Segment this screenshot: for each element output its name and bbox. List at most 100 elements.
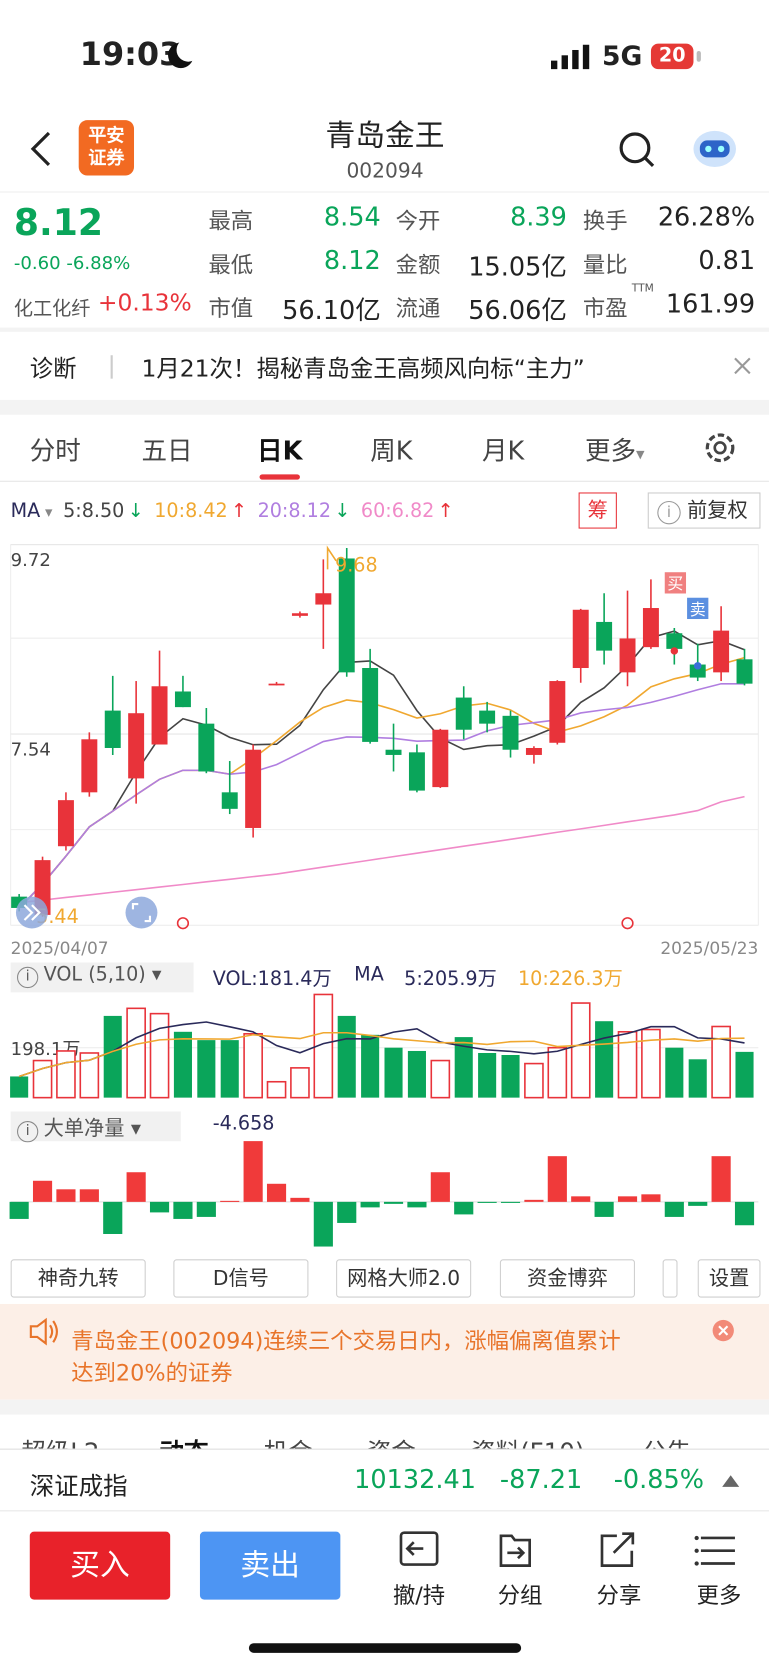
tool-cut[interactable] <box>662 1259 678 1298</box>
big-label: i 大单净量 ▾ <box>17 1113 141 1143</box>
volume-bar <box>430 1059 451 1099</box>
big-order-bar <box>79 1189 99 1202</box>
vol-label: i VOL (5,10) ▾ <box>17 964 161 989</box>
subtab[interactable]: 资料(F10) <box>471 1432 584 1449</box>
news-text[interactable]: 1月21次！揭秘青岛金王高频风向标“主力” <box>141 356 585 383</box>
alert-close[interactable] <box>712 1319 735 1342</box>
chips-btn[interactable]: 筹 <box>578 492 617 529</box>
subtab[interactable]: 公告 <box>642 1432 691 1449</box>
subtab[interactable]: 超级L2 <box>21 1432 99 1449</box>
adjust-btn[interactable]: i 前复权 <box>647 492 761 529</box>
expand[interactable] <box>721 1473 740 1488</box>
search[interactable] <box>617 130 657 170</box>
volume-bar <box>478 1052 497 1098</box>
subtab[interactable]: 动态 <box>160 1432 209 1449</box>
stat-value: 8.12 <box>323 245 381 276</box>
gear[interactable] <box>702 430 738 466</box>
index-name: 深证成指 <box>29 1473 128 1501</box>
event-marker <box>621 917 634 930</box>
tool[interactable]: D信号 <box>173 1259 309 1298</box>
close[interactable] <box>733 356 752 375</box>
ma-line <box>18 630 745 909</box>
max-label: 9.68 <box>335 553 378 576</box>
tab[interactable]: 日K <box>257 436 303 466</box>
tab[interactable]: 更多▾ <box>584 436 645 466</box>
volume-bar <box>79 1052 100 1099</box>
big-order-bar <box>524 1199 544 1202</box>
volume-bar <box>524 1062 544 1099</box>
gap <box>0 399 769 415</box>
volume-bar <box>220 1040 239 1098</box>
big-order-bar <box>173 1201 193 1219</box>
tab[interactable]: 分时 <box>29 436 81 466</box>
volume-ma <box>18 1031 745 1078</box>
signal <box>550 44 590 70</box>
divider <box>0 1448 769 1450</box>
sector-pct: +0.13% <box>97 290 192 317</box>
vol-value: VOL:181.4万 <box>212 967 332 991</box>
candle-body <box>198 723 215 772</box>
stat-value: 15.05亿 <box>468 252 567 282</box>
stat-label: 量比 <box>582 252 628 278</box>
candle-body <box>479 710 496 724</box>
buy[interactable]: 买入 <box>29 1531 171 1600</box>
sell[interactable]: 卖出 <box>199 1531 341 1600</box>
volume-bar <box>665 1047 684 1098</box>
candle-body <box>338 558 355 673</box>
action[interactable]: 更多 <box>696 1582 742 1609</box>
big-order-bar <box>243 1141 263 1202</box>
tab-underline <box>259 474 300 480</box>
action[interactable]: 分享 <box>596 1582 642 1609</box>
volume-bar <box>384 1047 403 1098</box>
tab[interactable]: 周K <box>370 436 413 466</box>
big-order-bar <box>454 1201 474 1215</box>
y-tick-label: 9.72 <box>11 550 51 571</box>
action[interactable]: 分组 <box>497 1582 543 1609</box>
tab[interactable]: 月K <box>481 436 525 466</box>
ma-line <box>18 656 745 909</box>
action[interactable]: 撤/持 <box>392 1582 446 1609</box>
change: -0.60 -6.88% <box>14 253 131 274</box>
subtab[interactable]: 资金 <box>367 1432 416 1449</box>
candle-body <box>291 613 308 616</box>
volume-bar <box>10 1076 29 1098</box>
robot[interactable] <box>689 126 740 173</box>
tool[interactable]: 网格大师2.0 <box>336 1259 472 1298</box>
ma60-line <box>19 795 745 904</box>
tool[interactable]: 资金博弈 <box>499 1259 635 1298</box>
candle-body <box>666 633 683 649</box>
volume-bar <box>547 1046 568 1099</box>
big-order-bar <box>196 1201 216 1217</box>
big-order-bar <box>594 1201 614 1217</box>
settings[interactable]: 设置 <box>697 1259 761 1298</box>
fullscreen-btn[interactable] <box>125 896 158 929</box>
divider <box>0 1510 769 1512</box>
change-pct: -6.88% <box>66 253 131 275</box>
date-label: 2025/05/23 <box>660 939 758 959</box>
subtab[interactable]: 机会 <box>264 1432 313 1449</box>
tool[interactable]: 神奇九转 <box>10 1259 146 1298</box>
vol-ma10: 10:226.3万 <box>517 967 623 991</box>
volume-bar <box>337 1015 356 1098</box>
vol-box[interactable] <box>10 962 194 993</box>
candle-body <box>151 686 168 745</box>
ma-arrow: ↓ <box>127 499 144 523</box>
big-order-bar <box>9 1201 29 1219</box>
buy-text: 买 <box>667 574 683 593</box>
stat-value: 8.39 <box>510 202 567 232</box>
volume-bar <box>595 1021 614 1098</box>
divider <box>0 480 769 482</box>
tab[interactable]: 五日 <box>141 436 193 466</box>
stat-label: 金额 <box>395 252 441 278</box>
network: 5G <box>601 40 643 72</box>
back[interactable] <box>28 130 56 168</box>
sector: 化工化纤 <box>13 297 91 321</box>
stat-value: 56.10亿 <box>282 295 381 326</box>
big-order-bar <box>32 1180 53 1202</box>
big-box[interactable] <box>10 1111 181 1142</box>
news-tag: 诊断 <box>29 356 77 383</box>
candle-body <box>11 896 28 908</box>
action-icons <box>399 1531 735 1567</box>
candle-body <box>57 800 74 847</box>
